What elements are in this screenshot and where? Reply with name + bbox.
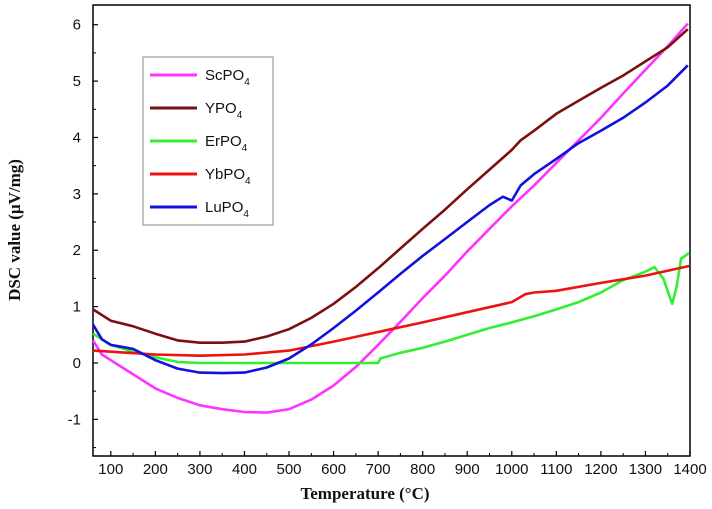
x-tick-label: 600 [321, 461, 346, 478]
legend-label-lupo4: LuPO4 [205, 199, 249, 220]
series-line-erpo4 [92, 252, 690, 365]
y-tick-label: 5 [73, 73, 81, 90]
y-tick-label: 0 [73, 355, 81, 372]
legend-label-ybpo4: YbPO4 [205, 166, 251, 187]
y-tick-label: -1 [68, 411, 81, 428]
x-tick-label: 1300 [629, 461, 662, 478]
y-tick-label: 3 [73, 186, 81, 203]
x-axis-ticks: 100 200 300 400 500 600 700 800 900 1000 1100 1200 1… [98, 451, 707, 478]
x-tick-label: 900 [455, 461, 480, 478]
x-tick-label: 1200 [584, 461, 617, 478]
series-line-ybpo4 [92, 264, 690, 357]
x-tick-label: 200 [143, 461, 168, 478]
y-axis-title: DSC value (μV/mg) [5, 159, 24, 301]
x-tick-label: 300 [187, 461, 212, 478]
x-tick-label: 400 [232, 461, 257, 478]
y-axis-title-text: DSC value (μV/mg) [5, 159, 24, 301]
x-tick-label: 1000 [495, 461, 528, 478]
x-tick-label: 1400 [673, 461, 706, 478]
y-tick-label: 1 [73, 299, 81, 316]
x-axis-title: Temperature (°C) [300, 484, 429, 503]
x-tick-label: 100 [98, 461, 123, 478]
legend-label-ypo4: YPO4 [205, 100, 243, 121]
legend-label-scpo4: ScPO4 [205, 67, 250, 88]
y-tick-label: 6 [73, 17, 81, 34]
plot-frame [92, 4, 691, 457]
series-line-scpo4 [91, 22, 689, 414]
series-line-lupo4 [91, 64, 689, 375]
x-tick-label: 700 [366, 461, 391, 478]
y-axis-ticks: -1 0 1 2 3 4 5 6 [68, 17, 98, 449]
legend-label-erpo4: ErPO4 [205, 133, 248, 154]
series-lines [91, 22, 690, 414]
series-line-ypo4 [92, 28, 689, 344]
x-tick-label: 500 [277, 461, 302, 478]
x-tick-label: 800 [410, 461, 435, 478]
x-axis-title-text: Temperature (°C) [300, 484, 429, 503]
legend: ScPO4 YPO4 ErPO4 YbPO4 LuPO4 [142, 56, 274, 226]
x-tick-label: 1100 [540, 461, 572, 478]
y-tick-label: 2 [73, 242, 81, 259]
y-tick-label: 4 [73, 129, 81, 146]
